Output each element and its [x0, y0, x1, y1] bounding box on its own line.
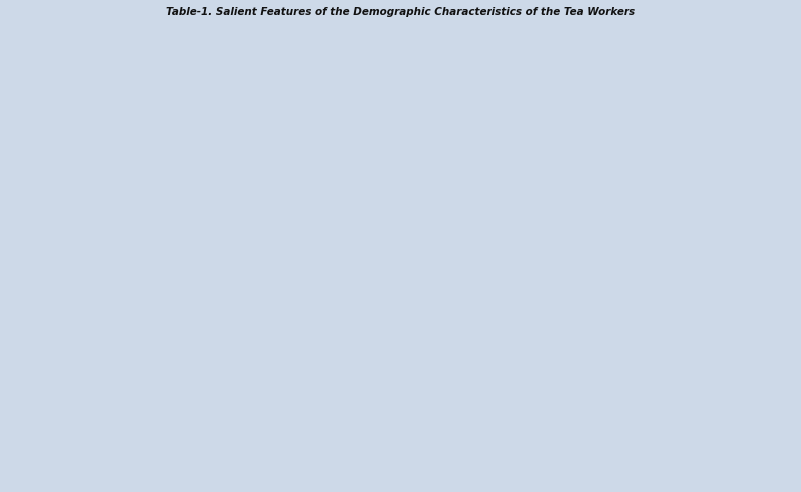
Text: Table-1. Salient Features of the Demographic Characteristics of the Tea Workers: Table-1. Salient Features of the Demogra…: [166, 7, 635, 17]
